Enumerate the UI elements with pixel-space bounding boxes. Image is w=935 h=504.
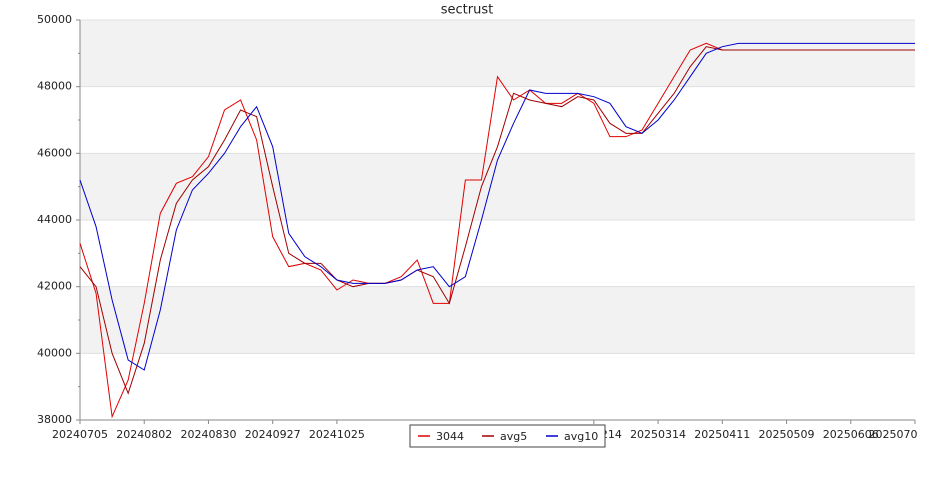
grid-band (80, 20, 915, 87)
y-tick-label: 48000 (37, 80, 72, 93)
series-line (79, 42, 915, 419)
x-tick-label: 20250606 (823, 428, 879, 441)
series-line (79, 46, 915, 395)
legend-label: avg10 (564, 430, 598, 443)
y-tick-label: 42000 (37, 280, 72, 293)
x-tick-label: 20240705 (52, 428, 108, 441)
y-tick-label: 38000 (37, 413, 72, 426)
x-tick-label: 20240927 (245, 428, 301, 441)
x-tick-label: 20250411 (694, 428, 750, 441)
y-tick-label: 50000 (37, 13, 72, 26)
chart-title: sectrust (441, 3, 493, 18)
y-tick-label: 46000 (37, 146, 72, 159)
series-line (79, 42, 915, 371)
grid-band (80, 153, 915, 220)
y-tick-label: 44000 (37, 213, 72, 226)
x-tick-label: 20250314 (630, 428, 686, 441)
legend: 3044 avg5 avg10 (409, 424, 606, 448)
y-tick-label: 40000 (37, 346, 72, 359)
legend-box (409, 424, 606, 448)
grid-band (80, 286, 915, 354)
x-tick-label: 20250509 (759, 428, 815, 441)
x-tick-label: 20240802 (116, 428, 172, 441)
x-tick-label: 2025070 (869, 428, 918, 441)
x-tick-label: 20241025 (309, 428, 365, 441)
legend-label: avg5 (500, 430, 527, 443)
legend-label: 3044 (436, 430, 464, 443)
x-tick-label: 20240830 (180, 428, 236, 441)
